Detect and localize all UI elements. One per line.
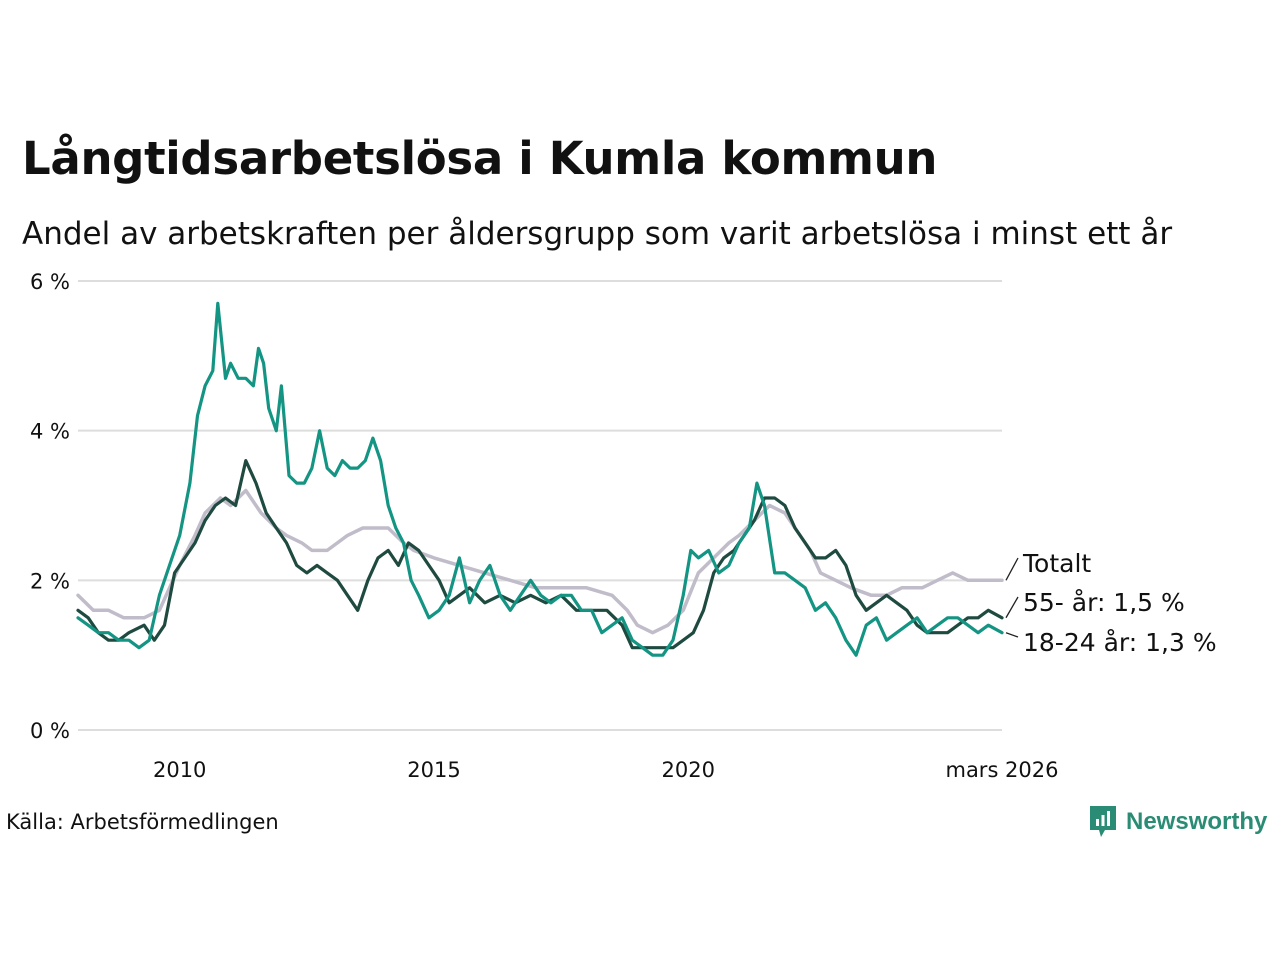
x-axis-labels: 2010 2015 2020 mars 2026 xyxy=(153,758,1059,782)
x-tick-label: mars 2026 xyxy=(945,758,1058,782)
series-end-labels: Totalt 55- år: 1,5 % 18-24 år: 1,3 % xyxy=(1005,549,1217,657)
y-axis-labels: 0 % 2 % 4 % 6 % xyxy=(30,270,70,743)
newsworthy-logo-icon xyxy=(1090,806,1116,837)
end-label-age55: 55- år: 1,5 % xyxy=(1023,588,1185,617)
series-line-age55 xyxy=(76,459,1004,650)
chart-subtitle: Andel av arbetskraften per åldersgrupp s… xyxy=(22,216,1173,252)
end-label-age1824: 18-24 år: 1,3 % xyxy=(1023,628,1217,657)
y-tick-label: 6 % xyxy=(30,270,70,294)
leader-line-age1824 xyxy=(1005,632,1019,638)
series-layer xyxy=(76,301,1004,657)
end-label-total: Totalt xyxy=(1022,549,1091,578)
series-line-total xyxy=(76,488,1004,635)
x-tick-label: 2010 xyxy=(153,758,206,782)
source-note: Källa: Arbetsförmedlingen xyxy=(6,810,279,834)
x-tick-label: 2015 xyxy=(407,758,460,782)
series-line-age1824 xyxy=(76,301,1004,657)
chart-title: Långtidsarbetslösa i Kumla kommun xyxy=(22,132,938,185)
y-tick-label: 0 % xyxy=(30,719,70,743)
x-tick-label: 2020 xyxy=(662,758,715,782)
leader-line-age55 xyxy=(1005,596,1019,619)
y-tick-label: 2 % xyxy=(30,569,70,593)
brand-logo: Newsworthy xyxy=(1088,804,1267,840)
grid-layer xyxy=(78,280,1002,731)
y-tick-label: 4 % xyxy=(30,420,70,444)
leader-line-total xyxy=(1005,557,1019,581)
brand-name: Newsworthy xyxy=(1126,808,1268,835)
